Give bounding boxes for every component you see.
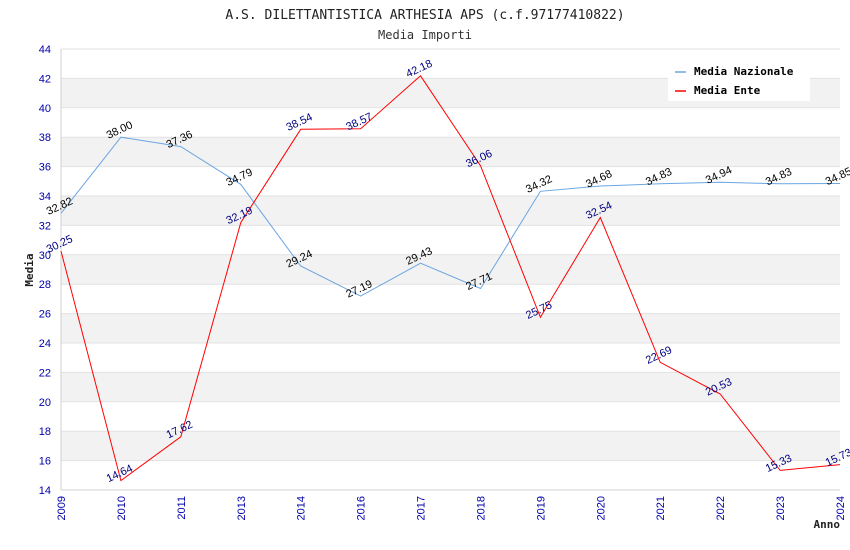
grid-bands xyxy=(61,48,840,491)
y-tick-label: 36 xyxy=(39,162,51,174)
y-tick-label: 16 xyxy=(39,456,51,468)
y-tick-label: 40 xyxy=(39,103,51,115)
x-tick-label: 2021 xyxy=(655,496,667,520)
legend: Media Nazionale Media Ente xyxy=(668,62,810,101)
x-tick-label: 2018 xyxy=(475,496,487,520)
chart-title: A.S. DILETTANTISTICA ARTHESIA APS (c.f.9… xyxy=(225,8,624,23)
y-tick-label: 34 xyxy=(39,191,51,203)
y-tick-label: 24 xyxy=(39,338,51,350)
grid-band xyxy=(61,196,840,226)
y-tick-label: 14 xyxy=(39,485,51,497)
grid-band xyxy=(61,460,840,490)
x-tick-label: 2010 xyxy=(116,496,128,520)
axes xyxy=(60,49,840,491)
y-tick-label: 26 xyxy=(39,309,51,321)
x-axis-label: Anno xyxy=(814,518,841,531)
grid-band xyxy=(61,225,840,255)
legend-label-ente: Media Ente xyxy=(694,84,761,97)
series-line-ente xyxy=(60,75,841,482)
grid-band xyxy=(61,372,840,402)
grid-band xyxy=(61,284,840,314)
grid-band xyxy=(61,107,840,138)
y-tick-label: 22 xyxy=(39,367,51,379)
legend-box xyxy=(668,62,810,101)
x-tick-label: 2011 xyxy=(176,496,188,520)
x-tick-label: 2023 xyxy=(775,496,787,520)
grid-band xyxy=(61,431,840,461)
x-tick-label: 2022 xyxy=(715,496,727,520)
x-tick-labels: 2009 2010 2011 2013 2014 2016 2017 2018 2019 2020… xyxy=(56,496,847,520)
y-tick-label: 18 xyxy=(39,426,51,438)
legend-label-nazionale: Media Nazionale xyxy=(694,65,794,78)
x-tick-label: 2017 xyxy=(416,496,428,520)
x-tick-label: 2013 xyxy=(236,496,248,520)
series-lines xyxy=(60,75,841,482)
series-line-nazionale xyxy=(60,136,841,297)
grid-band xyxy=(61,343,840,373)
x-tick-label: 2016 xyxy=(356,496,368,520)
x-tick-label: 2014 xyxy=(296,496,308,520)
y-tick-labels: 14 16 18 20 22 24 26 28 30 32 34 36 38 40 42 44 xyxy=(39,44,51,497)
y-axis-label: Media xyxy=(23,253,36,286)
chart-subtitle: Media Importi xyxy=(378,28,472,42)
grid-band xyxy=(61,254,840,285)
y-tick-label: 32 xyxy=(39,220,51,232)
y-tick-label: 44 xyxy=(39,44,51,56)
y-tick-label: 42 xyxy=(39,73,51,85)
y-tick-label: 20 xyxy=(39,397,51,409)
y-tick-label: 30 xyxy=(39,250,51,262)
grid-band xyxy=(61,313,840,343)
y-tick-label: 28 xyxy=(39,279,51,291)
x-tick-label: 2024 xyxy=(835,496,847,520)
grid-band xyxy=(61,166,840,196)
x-tick-label: 2020 xyxy=(595,496,607,520)
grid-band xyxy=(61,401,840,432)
grid-band xyxy=(61,137,840,167)
y-tick-label: 38 xyxy=(39,132,51,144)
x-tick-label: 2009 xyxy=(56,496,68,520)
x-tick-label: 2019 xyxy=(535,496,547,520)
